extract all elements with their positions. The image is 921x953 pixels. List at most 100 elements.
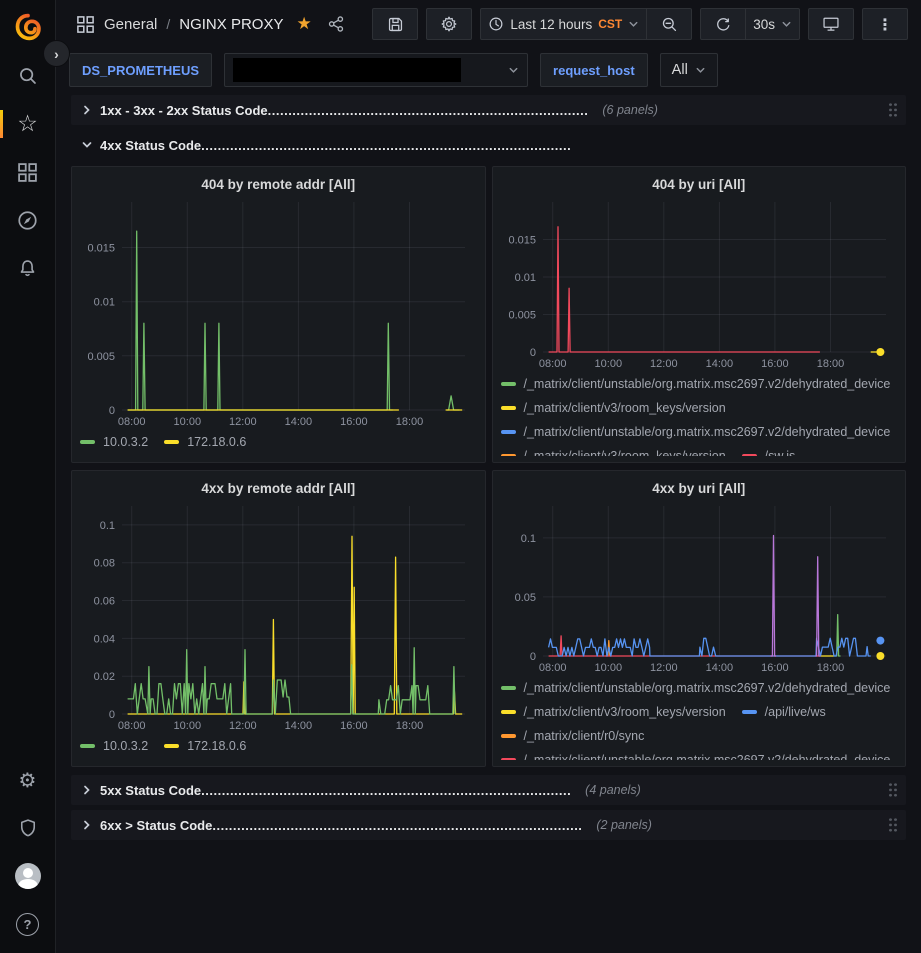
sidebar-item-configuration[interactable]: ⚙ [0, 756, 55, 804]
gear-icon [441, 16, 457, 32]
legend-item[interactable]: 10.0.3.2 [80, 734, 148, 758]
topbar-actions: Last 12 hours CST [372, 8, 908, 40]
legend-item[interactable]: 172.18.0.6 [164, 430, 246, 454]
panel-title[interactable]: 404 by uri [All] [652, 176, 746, 192]
sidebar-item-dashboards[interactable] [0, 148, 55, 196]
legend-series-swatch [164, 440, 180, 444]
datasource-variable-select[interactable] [224, 53, 529, 87]
svg-text:18:00: 18:00 [396, 720, 424, 732]
sidebar-item-starred[interactable]: ☆ [0, 100, 55, 148]
legend-item[interactable]: /_matrix/client/r0/sync [500, 724, 644, 748]
legend-item[interactable]: /_matrix/client/v3/room_keys/version [500, 396, 726, 420]
row-header-4xx[interactable]: 4xx Status Code ........................… [71, 133, 906, 157]
legend-item[interactable]: /_matrix/client/unstable/org.matrix.msc2… [500, 372, 890, 396]
zoom-out-time-button[interactable] [647, 8, 693, 40]
sidebar-item-explore[interactable] [0, 196, 55, 244]
row-title-leader: ........................................… [267, 102, 589, 118]
row-drag-handle[interactable] [888, 817, 898, 833]
legend-series-label: /_matrix/client/unstable/org.matrix.msc2… [523, 753, 891, 760]
legend-item[interactable]: /api/live/ws [741, 700, 826, 724]
svg-text:0.06: 0.06 [94, 596, 115, 608]
bell-icon [20, 259, 35, 276]
breadcrumb: General / NGINX PROXY ★ [76, 14, 351, 34]
legend-series-swatch [500, 406, 516, 410]
legend-series-swatch [500, 734, 516, 738]
svg-text:0.02: 0.02 [94, 671, 115, 683]
panel-404-by-remote-addr: 404 by remote addr [All] 08:00 10:00 12:00… [71, 166, 486, 463]
legend-item[interactable]: /_matrix/client/unstable/org.matrix.msc2… [500, 676, 891, 700]
row-header-5xx[interactable]: 5xx Status Code ........................… [71, 775, 906, 805]
legend-item[interactable]: /sw.js [741, 444, 795, 456]
datasource-value-redacted [233, 58, 462, 82]
legend-item[interactable]: /_matrix/client/v3/room_keys/version [500, 700, 726, 724]
sidebar-expand-button[interactable]: › [43, 40, 70, 67]
row-header-6xx[interactable]: 6xx > Status Code ......................… [71, 810, 906, 840]
svg-text:10:00: 10:00 [174, 416, 202, 428]
grafana-logo[interactable] [13, 11, 43, 43]
legend-series-swatch [500, 382, 516, 386]
refresh-button[interactable] [700, 8, 747, 40]
svg-text:0.05: 0.05 [514, 592, 535, 604]
sidebar-item-search[interactable] [0, 52, 55, 100]
legend-item[interactable]: /_matrix/client/unstable/org.matrix.msc2… [500, 420, 891, 444]
favorite-star-icon[interactable]: ★ [296, 14, 312, 34]
legend-series-label: 172.18.0.6 [187, 739, 247, 753]
help-question-mark: ? [23, 916, 32, 932]
row-drag-handle[interactable] [888, 782, 898, 798]
legend-item[interactable]: 10.0.3.2 [80, 430, 148, 454]
svg-text:18:00: 18:00 [816, 662, 844, 674]
panel-legend: /_matrix/client/unstable/org.matrix.msc2… [500, 676, 898, 760]
panel-404-by-uri: 404 by uri [All] 08:00 10:00 12:00 14:00 16:… [491, 166, 906, 463]
legend-item[interactable]: /_matrix/client/v3/room_keys/version [500, 444, 726, 456]
svg-text:12:00: 12:00 [229, 416, 257, 428]
chart-canvas[interactable]: 08:00 10:00 12:00 14:00 16:00 18:00 0 0.05 0.1 [501, 501, 898, 676]
legend-item[interactable]: /_matrix/client/unstable/org.matrix.msc2… [500, 748, 891, 760]
chevron-down-icon [695, 65, 706, 76]
sidebar-item-profile[interactable] [0, 852, 55, 900]
legend-series-label: /_matrix/client/unstable/org.matrix.msc2… [523, 681, 891, 695]
sidebar-item-server-admin[interactable] [0, 804, 55, 852]
svg-text:14:00: 14:00 [285, 720, 313, 732]
legend-series-swatch [80, 744, 95, 748]
request-host-variable-label[interactable]: request_host [540, 53, 648, 87]
sidebar-item-alerting[interactable] [0, 244, 55, 292]
panel-legend: 10.0.3.2 172.18.0.6 [80, 734, 477, 760]
row-drag-handle[interactable] [888, 102, 898, 118]
svg-text:16:00: 16:00 [340, 720, 368, 732]
svg-text:0.005: 0.005 [87, 351, 115, 363]
legend-series-label: /_matrix/client/unstable/org.matrix.msc2… [523, 425, 891, 439]
page-title[interactable]: NGINX PROXY [179, 15, 284, 33]
row-header-1xx-3xx-2xx[interactable]: 1xx - 3xx - 2xx Status Code ............… [71, 95, 906, 125]
kebab-icon: ⋮ [877, 14, 893, 34]
save-dashboard-button[interactable] [372, 8, 419, 40]
svg-text:16:00: 16:00 [340, 416, 368, 428]
chart-canvas[interactable]: 08:00 10:00 12:00 14:00 16:00 18:00 0 0.02 0.04 0… [80, 501, 477, 734]
panel-title[interactable]: 4xx by uri [All] [652, 480, 746, 496]
more-options-button[interactable]: ⋮ [862, 8, 908, 40]
dashboard-settings-button[interactable] [426, 8, 473, 40]
apps-grid-icon [77, 15, 94, 33]
legend-item[interactable]: 172.18.0.6 [164, 734, 246, 758]
chart-canvas[interactable]: 08:00 10:00 12:00 14:00 16:00 18:00 0 0.005 0.01… [501, 197, 898, 372]
svg-text:14:00: 14:00 [705, 662, 733, 674]
breadcrumb-section[interactable]: General [104, 15, 158, 33]
row-title: 6xx > Status Code [100, 817, 213, 833]
star-outline-icon: ☆ [17, 110, 38, 137]
chevron-down-icon [81, 139, 93, 151]
panel-title[interactable]: 4xx by remote addr [All] [201, 480, 356, 496]
time-range-picker[interactable]: Last 12 hours CST [480, 8, 648, 40]
svg-text:12:00: 12:00 [650, 358, 678, 370]
panel-title[interactable]: 404 by remote addr [All] [201, 176, 356, 192]
tv-mode-button[interactable] [808, 8, 854, 40]
request-host-variable-select[interactable]: All [659, 53, 718, 87]
legend-series-label: 172.18.0.6 [187, 435, 247, 449]
share-button[interactable] [321, 15, 351, 33]
chart-canvas[interactable]: 08:00 10:00 12:00 14:00 16:00 18:00 0 0.005 0.01… [80, 197, 477, 430]
datasource-variable-label[interactable]: DS_PROMETHEUS [69, 53, 213, 87]
svg-text:0.08: 0.08 [94, 558, 115, 570]
refresh-group: 30s [700, 8, 800, 40]
refresh-interval-picker[interactable]: 30s [746, 8, 800, 40]
legend-series-swatch [500, 430, 516, 434]
grafana-flame-icon [15, 13, 41, 41]
sidebar-item-help[interactable]: ? [0, 900, 55, 948]
